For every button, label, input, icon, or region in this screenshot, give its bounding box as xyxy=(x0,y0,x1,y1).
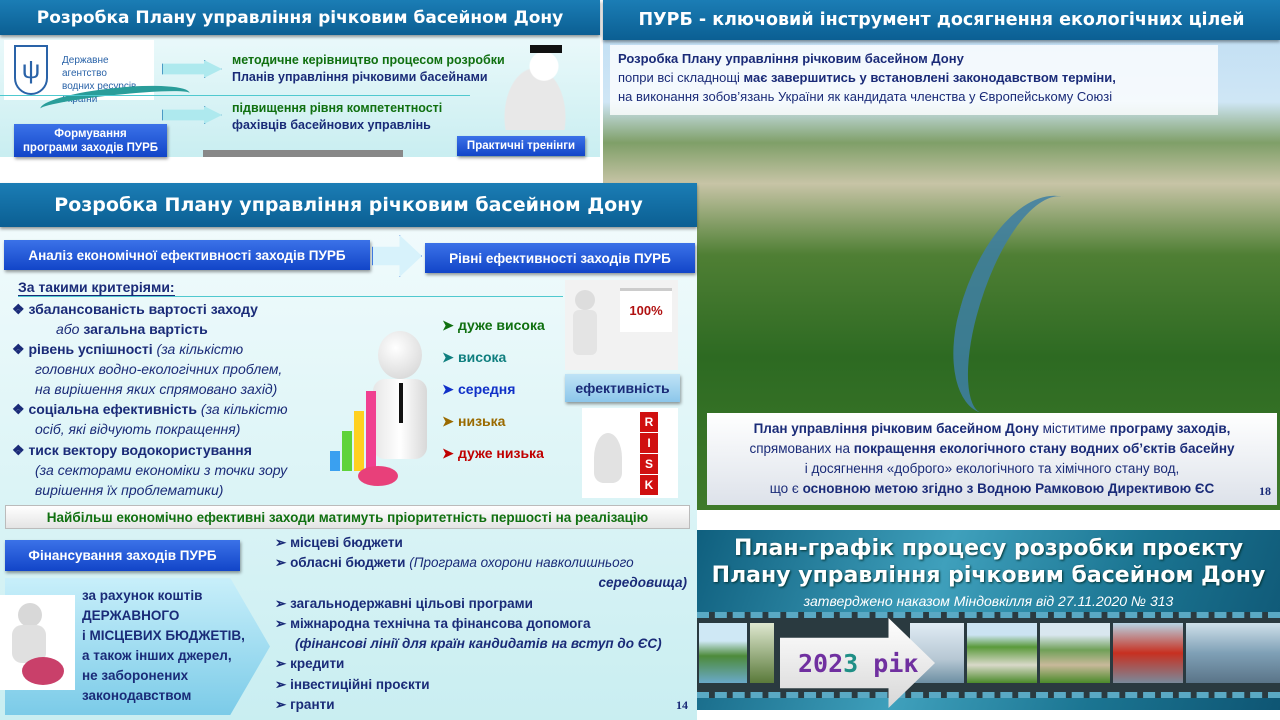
arrow-icon xyxy=(162,60,222,78)
page-number: 14 xyxy=(676,698,688,712)
schedule-title: План-графік процесу розробки проєкту План… xyxy=(711,536,1266,588)
slide-schedule: План-графік процесу розробки проєкту План… xyxy=(697,530,1280,710)
item1-line1: методичне керівництво процесом розробки xyxy=(232,53,505,67)
slide3-title: ПУРБ - ключовий інструмент досягнення ек… xyxy=(603,0,1280,40)
criterion-1: ❖ збалансованість вартості заходу xyxy=(12,301,258,317)
slide-methodology: Розробка Плану управління річковим басей… xyxy=(0,0,600,157)
film-photo xyxy=(967,623,1037,683)
agency-logo: ψ Державне агентство водних ресурсів Укра… xyxy=(4,40,154,105)
film-photo xyxy=(1113,623,1183,683)
criterion-2: ❖ рівень успішності (за кількістю xyxy=(12,341,244,357)
analysis-box: Аналіз економічної ефективності заходів … xyxy=(4,240,370,270)
level-medium: ➤ середня xyxy=(442,381,516,397)
slide-economic-efficiency: Розробка Плану управління річковим басей… xyxy=(0,183,697,720)
criteria-heading: За такими критеріями: xyxy=(18,279,175,297)
item1-line2: Планів управління річковими басейнами xyxy=(232,70,488,84)
criterion-4: ❖ тиск вектору водокористування xyxy=(12,442,252,458)
thinking-figure-piggybank-image xyxy=(0,595,75,690)
page-number: 18 xyxy=(1259,484,1271,498)
presentation-board-image: 100% xyxy=(565,280,678,370)
level-low: ➤ низька xyxy=(442,413,506,429)
divider xyxy=(0,95,470,96)
divider xyxy=(18,296,563,297)
film-photo xyxy=(699,623,747,683)
businessman-with-chart-icon xyxy=(318,331,438,496)
slide-key-instrument: ПУРБ - ключовий інструмент досягнення ек… xyxy=(603,0,1280,510)
criterion-3: ❖ соціальна ефективність (за кількістю xyxy=(12,401,288,417)
priority-bar: Найбільш економічно ефективні заходи мат… xyxy=(5,505,690,529)
agency-name-2: водних ресурсів України xyxy=(62,81,137,105)
item2-line1: підвищення рівня компетентності xyxy=(232,101,443,115)
chart-label: 100% xyxy=(620,288,672,332)
financing-text: за рахунок коштів ДЕРЖАВНОГО і МІСЦЕВИХ БЮ… xyxy=(82,588,245,703)
schedule-subtitle: затверджено наказом Міндовкілля від 27.1… xyxy=(803,593,1174,609)
item2-line2: фахівців басейнових управлінь xyxy=(232,118,431,132)
financing-box: Фінансування заходів ПУРБ xyxy=(5,540,240,571)
film-photo xyxy=(750,623,774,683)
arrow-icon xyxy=(162,106,222,124)
goal-text-box: План управління річковим басейном Дону м… xyxy=(707,413,1277,505)
trident-icon: ψ xyxy=(14,45,48,95)
river xyxy=(935,178,1111,432)
photo-strip xyxy=(203,150,403,157)
program-formation-button[interactable]: Формування програми заходів ПУРБ xyxy=(14,124,167,157)
level-high: ➤ висока xyxy=(442,349,507,365)
agency-name-1: Державне агентство xyxy=(62,55,109,79)
intro-text-box: Розробка Плану управління річковим басей… xyxy=(610,45,1218,115)
practical-trainings-button[interactable]: Практичні тренінги xyxy=(457,136,585,156)
level-very-low: ➤ дуже низька xyxy=(442,445,544,461)
levels-box: Рівні ефективності заходів ПУРБ xyxy=(425,243,695,273)
graduate-figure-icon xyxy=(490,45,580,130)
year-label: 2023 рік xyxy=(798,648,919,678)
effectiveness-button[interactable]: ефективність xyxy=(565,374,680,402)
slide1-title: Розробка Плану управління річковим басей… xyxy=(0,0,600,35)
film-photo xyxy=(1040,623,1110,683)
slide2-title: Розробка Плану управління річковим басей… xyxy=(0,183,697,227)
film-photo xyxy=(1186,623,1280,683)
level-very-high: ➤ дуже висока xyxy=(442,317,545,333)
arrow-right-icon xyxy=(372,235,422,277)
